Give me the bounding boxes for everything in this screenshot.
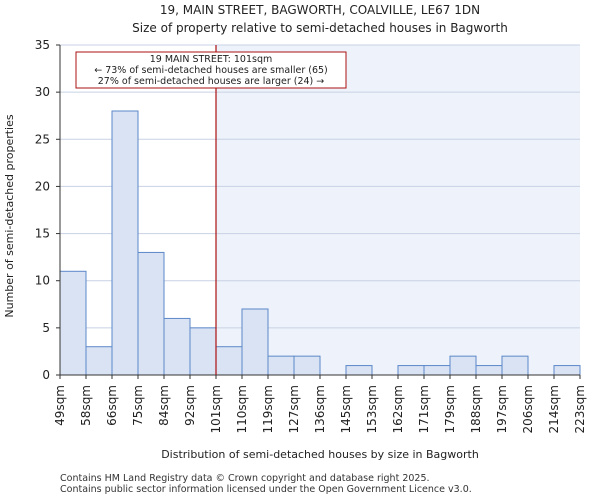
chart-title-line2: Size of property relative to semi-detach…: [132, 21, 508, 35]
histogram-chart: 19, MAIN STREET, BAGWORTH, COALVILLE, LE…: [3, 3, 587, 461]
chart-title-line1: 19, MAIN STREET, BAGWORTH, COALVILLE, LE…: [160, 3, 480, 17]
footer-line1: Contains HM Land Registry data © Crown c…: [60, 473, 430, 484]
x-tick-label: 188sqm: [469, 385, 483, 433]
y-tick-label: 5: [42, 321, 50, 335]
bar: [449, 355, 477, 376]
x-tick-label: 66sqm: [105, 385, 119, 426]
x-axis-label: Distribution of semi-detached houses by …: [161, 448, 479, 461]
y-tick-label: 35: [35, 38, 50, 52]
y-tick-label: 15: [35, 227, 50, 241]
y-tick-label: 25: [35, 132, 50, 146]
bar: [267, 355, 295, 376]
x-tick-label: 110sqm: [235, 385, 249, 433]
bar: [189, 327, 217, 376]
y-tick-label: 10: [35, 274, 50, 288]
x-tick-label: 136sqm: [313, 385, 327, 433]
bar: [397, 365, 425, 376]
bar: [345, 365, 373, 376]
footer-line2: Contains public sector information licen…: [60, 484, 472, 495]
bar: [111, 110, 139, 376]
bar: [553, 365, 581, 376]
x-tick-label: 197sqm: [495, 385, 509, 433]
x-tick-label: 179sqm: [443, 385, 457, 433]
bar: [241, 308, 269, 376]
annotation-text: ← 73% of semi-detached houses are smalle…: [94, 65, 328, 76]
annotation-text: 19 MAIN STREET: 101sqm: [150, 54, 273, 65]
x-tick-label: 171sqm: [417, 385, 431, 433]
x-tick-label: 58sqm: [79, 385, 93, 426]
x-tick-label: 223sqm: [573, 385, 587, 433]
x-tick-label: 119sqm: [261, 385, 275, 433]
x-tick-label: 153sqm: [365, 385, 379, 433]
x-tick-label: 127sqm: [287, 385, 301, 433]
bar: [163, 317, 191, 376]
y-axis-label: Number of semi-detached properties: [3, 114, 16, 317]
x-tick-label: 206sqm: [521, 385, 535, 433]
annotation-text: 27% of semi-detached houses are larger (…: [98, 76, 325, 87]
x-tick-label: 101sqm: [209, 385, 223, 433]
annotation-box: [75, 51, 347, 89]
bar: [137, 251, 165, 376]
bar: [85, 346, 113, 376]
x-tick-label: 92sqm: [183, 385, 197, 426]
bar: [501, 355, 529, 376]
x-tick-label: 162sqm: [391, 385, 405, 433]
bar: [215, 346, 243, 376]
highlight-region: [216, 45, 580, 375]
bar: [423, 365, 451, 376]
bar: [475, 365, 503, 376]
x-tick-label: 145sqm: [339, 385, 353, 433]
y-tick-label: 0: [42, 368, 50, 382]
x-tick-label: 214sqm: [547, 385, 561, 433]
y-tick-label: 20: [35, 179, 50, 193]
y-tick-label: 30: [35, 85, 50, 99]
bar: [59, 270, 87, 376]
bar: [293, 355, 321, 376]
x-tick-label: 75sqm: [131, 385, 145, 426]
x-tick-label: 84sqm: [157, 385, 171, 426]
x-tick-label: 49sqm: [53, 385, 67, 426]
